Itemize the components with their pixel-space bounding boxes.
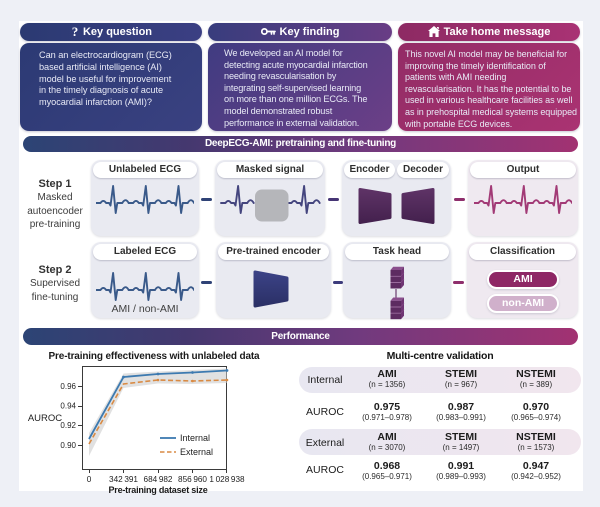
svg-text:856 960: 856 960 bbox=[178, 475, 207, 484]
svg-text:0.90: 0.90 bbox=[60, 441, 76, 450]
svg-text:0.96: 0.96 bbox=[60, 382, 76, 391]
svg-text:?: ? bbox=[72, 25, 79, 37]
svg-text:684 982: 684 982 bbox=[144, 475, 173, 484]
svg-text:1 028 938: 1 028 938 bbox=[209, 475, 245, 484]
svg-text:0.94: 0.94 bbox=[60, 402, 76, 411]
svg-text:0: 0 bbox=[87, 475, 92, 484]
svg-text:Pre-training dataset size: Pre-training dataset size bbox=[108, 485, 207, 495]
svg-text:External: External bbox=[180, 447, 213, 457]
svg-text:0.92: 0.92 bbox=[60, 421, 76, 430]
svg-text:AUROC: AUROC bbox=[28, 413, 62, 424]
svg-text:Internal: Internal bbox=[180, 433, 210, 443]
svg-text:Pre-training effectiveness wit: Pre-training effectiveness with unlabele… bbox=[49, 351, 261, 362]
svg-text:342 391: 342 391 bbox=[109, 475, 138, 484]
